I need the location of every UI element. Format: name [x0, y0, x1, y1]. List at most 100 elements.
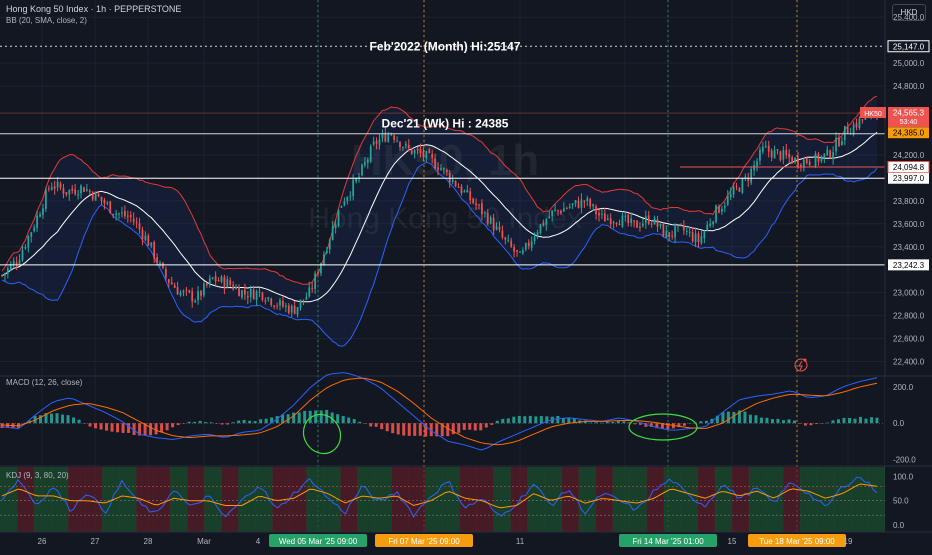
macd-histogram-bar	[314, 410, 318, 424]
candle	[832, 146, 834, 165]
candle-body	[305, 297, 308, 300]
candle-body	[205, 283, 208, 286]
kdj-tick-label: 100.0	[893, 473, 914, 482]
candle	[366, 157, 369, 169]
kdj-zone	[527, 467, 546, 532]
candle	[9, 260, 12, 272]
candle	[542, 219, 545, 227]
candle-body	[498, 226, 501, 230]
candle	[454, 180, 457, 188]
candle	[644, 210, 647, 229]
macd-histogram-bar	[765, 417, 769, 424]
candle-body	[794, 157, 796, 163]
candle	[153, 240, 156, 264]
candle	[355, 177, 357, 184]
candle	[402, 146, 404, 151]
symbol-title[interactable]: Hong Kong 50 Index · 1h · PEPPERSTONE	[6, 4, 182, 14]
candle-body	[27, 236, 30, 248]
macd-histogram-bar	[743, 411, 747, 424]
candle	[381, 129, 384, 143]
candle-body	[74, 189, 77, 195]
candle-body	[530, 241, 533, 248]
candle-body	[861, 119, 864, 121]
candle	[197, 286, 199, 305]
bb-indicator-label[interactable]: BB (20, SMA, close, 2)	[6, 16, 87, 25]
macd-histogram-bar	[303, 410, 307, 424]
candle	[264, 297, 267, 305]
candle-body	[80, 185, 82, 194]
price-tick-label: 22,800.0	[893, 312, 925, 321]
candle-body	[536, 232, 539, 238]
candle-body	[159, 262, 161, 265]
candle	[431, 149, 434, 164]
candle	[59, 181, 62, 191]
candle	[691, 227, 694, 243]
candle-body	[325, 250, 328, 253]
candle	[612, 220, 615, 229]
candle-body	[88, 190, 91, 192]
price-tick-label: 23,400.0	[893, 243, 925, 252]
candle-body	[709, 223, 712, 226]
candle-body	[598, 213, 600, 216]
price-tick-label: 23,000.0	[893, 289, 925, 298]
candle-body	[94, 192, 97, 201]
candle	[510, 237, 513, 248]
candle	[718, 204, 720, 214]
currency-button[interactable]: HKD	[892, 4, 926, 21]
candle-body	[106, 202, 109, 204]
candle	[735, 182, 738, 191]
candle-body	[343, 201, 346, 206]
candle	[372, 136, 375, 146]
candle-body	[4, 273, 6, 276]
candle-body	[59, 183, 62, 188]
candle	[823, 153, 826, 164]
kdj-pane-label[interactable]: KDJ (9, 3, 80, 20)	[6, 471, 69, 480]
candle	[97, 191, 100, 198]
candle	[516, 249, 518, 257]
candle	[36, 210, 38, 233]
candle	[4, 272, 6, 282]
kdj-zone	[816, 467, 835, 532]
candle-body	[334, 224, 337, 229]
macd-histogram-bar	[572, 418, 576, 424]
macd-histogram-bar	[363, 423, 367, 424]
kdj-k-line	[1, 476, 878, 519]
kdj-zone	[204, 467, 222, 532]
candles	[1, 107, 878, 318]
macd-histogram-bar	[22, 422, 26, 424]
candle-body	[785, 149, 788, 156]
candle	[457, 183, 460, 188]
kdj-zone	[731, 467, 750, 532]
candle	[85, 184, 88, 192]
watermark-name: Hong Kong 50 Index	[308, 202, 582, 235]
candle-body	[761, 146, 764, 152]
candle-body	[290, 305, 293, 313]
candle-body	[723, 205, 726, 208]
candle-body	[112, 213, 115, 215]
candle-body	[718, 206, 720, 213]
candle	[583, 200, 586, 208]
candle-body	[390, 134, 393, 136]
kdj-zone	[612, 467, 631, 532]
candle	[709, 218, 712, 228]
candle-body	[416, 148, 419, 151]
level-tag-23997: 23,997.0	[888, 172, 929, 184]
candle	[545, 217, 548, 231]
candle	[577, 196, 580, 209]
candle-body	[302, 299, 305, 301]
candle	[820, 155, 823, 164]
bb-basis-line	[1, 131, 878, 303]
candle-body	[404, 143, 407, 146]
candle	[530, 236, 533, 251]
candle-body	[349, 195, 352, 197]
candle-body	[685, 230, 688, 232]
candle-body	[592, 204, 595, 207]
level-tag-23242: 23,242.3	[888, 259, 929, 271]
macd-pane-label[interactable]: MACD (12, 26, close)	[6, 378, 83, 387]
candle	[463, 189, 466, 193]
candle	[39, 211, 41, 218]
macd-histogram-bar	[171, 423, 175, 428]
candle-body	[688, 231, 691, 233]
